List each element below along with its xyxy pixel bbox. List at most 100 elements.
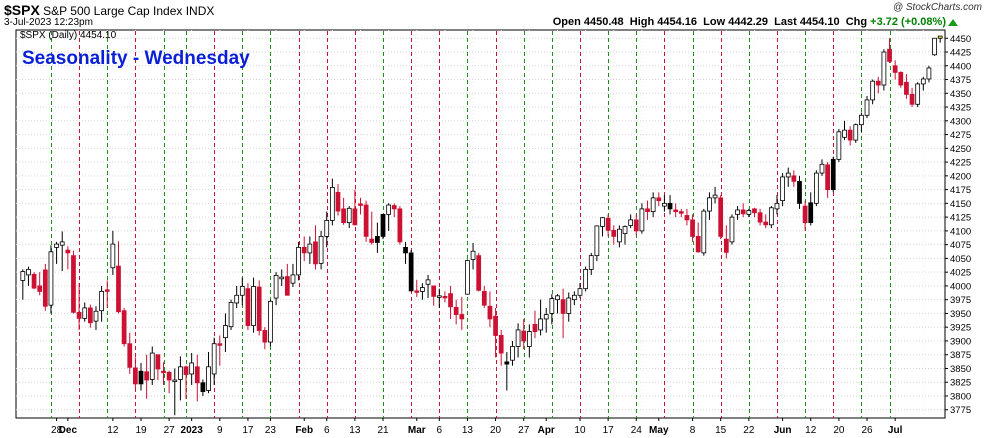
candle [926, 65, 932, 83]
candle-body [774, 202, 780, 210]
candle-body [543, 314, 549, 320]
candle-body [678, 211, 684, 214]
y-tick-label: 4025 [950, 268, 971, 279]
candle [859, 112, 864, 132]
candle-body [431, 285, 437, 297]
x-tick-label: Feb [295, 425, 313, 436]
candle-body [420, 287, 425, 292]
candle [819, 159, 825, 176]
candle-body [763, 221, 769, 226]
candle [256, 280, 262, 336]
x-tick-label: 17 [242, 425, 254, 436]
candle [245, 283, 251, 330]
candle [239, 277, 245, 306]
candle-body [735, 209, 740, 215]
y-tick-label: 3925 [950, 323, 971, 334]
candle-body [797, 180, 802, 204]
candle [335, 184, 341, 216]
candle-body [155, 354, 161, 370]
candle-body [116, 265, 121, 313]
candle-body [881, 51, 887, 86]
candle [718, 195, 724, 240]
candle [667, 195, 673, 215]
candle [341, 197, 346, 225]
candle [481, 285, 487, 308]
candle-body [234, 294, 240, 304]
exchange: INDX [185, 4, 215, 18]
x-tick-label: 22 [743, 425, 755, 436]
candle-body [99, 291, 104, 312]
candle [133, 357, 138, 390]
x-tick-label: 13 [349, 425, 361, 436]
candle [746, 208, 752, 218]
candle [690, 214, 695, 242]
candle-body [59, 241, 65, 246]
chg-value: +3.72 (+0.08%) [870, 16, 946, 28]
candle-body [549, 298, 555, 314]
chart-datetime: 3-Jul-2023 12:23pm [4, 17, 93, 28]
candle-body [251, 286, 256, 326]
candle-body [178, 366, 183, 380]
symbol-name: S&P 500 Large Cap Index [43, 4, 183, 18]
x-tick-label: 27 [164, 425, 176, 436]
candle [504, 351, 510, 391]
candle-body [847, 129, 853, 141]
candle [915, 82, 921, 108]
candle [436, 288, 442, 308]
x-tick-label: Mar [408, 425, 426, 436]
candle [408, 250, 414, 292]
candle [701, 208, 707, 256]
y-tick-label: 4450 [950, 34, 971, 45]
candle [386, 203, 392, 231]
candle [825, 162, 830, 198]
candle [31, 272, 37, 290]
candle [149, 346, 155, 385]
candle [752, 207, 757, 218]
candle [273, 272, 279, 306]
candle-body [380, 213, 386, 237]
candle-body [217, 343, 223, 346]
candle [318, 230, 324, 270]
candle [26, 266, 31, 286]
x-tick-label: 6 [437, 425, 443, 436]
candle-body [622, 226, 628, 235]
candle-body [87, 307, 93, 324]
candle-body [577, 288, 583, 296]
candle [200, 379, 206, 396]
candle-body [842, 129, 847, 138]
candle [881, 49, 887, 91]
x-tick-label: 26 [861, 425, 873, 436]
candle-body [161, 370, 166, 374]
candle [251, 277, 256, 333]
candle-body [712, 194, 718, 199]
y-tick-label: 3800 [950, 391, 971, 402]
candle-body [476, 255, 482, 291]
candle [166, 370, 172, 394]
candle-body [538, 318, 543, 331]
candle-body [701, 210, 707, 254]
candle [403, 241, 408, 264]
candle-body [566, 297, 572, 314]
candle [684, 208, 690, 226]
candle-body [875, 80, 881, 86]
candle [329, 178, 335, 226]
candle-body [836, 131, 842, 160]
candle [842, 120, 847, 141]
candle [346, 206, 352, 229]
candle [138, 362, 144, 391]
candle [127, 332, 133, 374]
candle [296, 241, 301, 281]
candle-body [318, 235, 324, 264]
x-tick-label: 12 [805, 425, 817, 436]
candle-body [729, 216, 735, 243]
y-tick-label: 4225 [950, 158, 971, 169]
candle-body [403, 246, 408, 254]
candle-body [239, 286, 245, 296]
candle [729, 214, 735, 245]
candle-body [20, 271, 26, 281]
candle [566, 292, 572, 322]
candle-body [521, 330, 527, 342]
x-tick-label: 20 [833, 425, 845, 436]
candle [774, 195, 780, 215]
candle [678, 208, 684, 218]
